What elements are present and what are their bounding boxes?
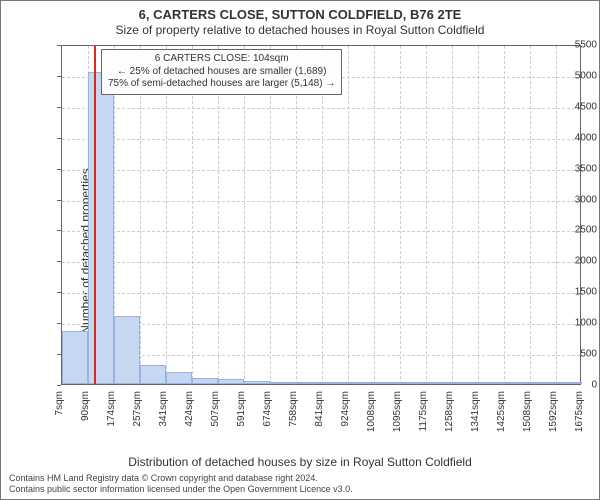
y-tick-mark — [57, 323, 61, 324]
gridline-v — [296, 46, 297, 384]
gridline-v — [426, 46, 427, 384]
y-tick-label: 4000 — [543, 132, 597, 143]
y-tick-label: 5500 — [543, 40, 597, 51]
property-marker-line — [94, 46, 96, 384]
callout-box: 6 CARTERS CLOSE: 104sqm← 25% of detached… — [101, 49, 342, 95]
histogram-bar — [166, 372, 192, 384]
chart-subtitle: Size of property relative to detached ho… — [1, 23, 599, 37]
histogram-bar — [504, 382, 530, 384]
caption-line1: Contains HM Land Registry data © Crown c… — [9, 473, 318, 483]
y-tick-label: 500 — [543, 349, 597, 360]
y-tick-mark — [57, 354, 61, 355]
y-tick-label: 4500 — [543, 101, 597, 112]
callout-line2: ← 25% of detached houses are smaller (1,… — [108, 66, 335, 79]
histogram-bar — [88, 72, 114, 384]
histogram-bar — [452, 382, 478, 384]
gridline-v — [374, 46, 375, 384]
gridline-v — [556, 46, 557, 384]
y-tick-label: 1500 — [543, 287, 597, 298]
y-tick-label: 1000 — [543, 318, 597, 329]
gridline-v — [478, 46, 479, 384]
y-tick-label: 0 — [543, 380, 597, 391]
y-tick-mark — [57, 292, 61, 293]
histogram-bar — [218, 379, 244, 384]
histogram-bar — [478, 382, 504, 384]
y-tick-mark — [57, 200, 61, 201]
y-tick-mark — [57, 169, 61, 170]
x-axis-label: Distribution of detached houses by size … — [1, 455, 599, 469]
histogram-bar — [114, 316, 140, 384]
histogram-bar — [192, 378, 218, 384]
caption: Contains HM Land Registry data © Crown c… — [9, 473, 591, 495]
gridline-v — [218, 46, 219, 384]
histogram-bar — [322, 382, 348, 384]
histogram-bar — [400, 382, 426, 384]
histogram-bar — [270, 382, 296, 384]
gridline-v — [244, 46, 245, 384]
histogram-bar — [244, 381, 270, 384]
chart-title: 6, CARTERS CLOSE, SUTTON COLDFIELD, B76 … — [1, 7, 599, 22]
y-tick-mark — [57, 138, 61, 139]
gridline-v — [348, 46, 349, 384]
y-tick-mark — [57, 76, 61, 77]
caption-line2: Contains public sector information licen… — [9, 484, 353, 494]
callout-line3: 75% of semi-detached houses are larger (… — [108, 78, 335, 91]
y-tick-mark — [57, 385, 61, 386]
y-tick-mark — [57, 45, 61, 46]
y-tick-label: 3500 — [543, 163, 597, 174]
y-tick-label: 3000 — [543, 194, 597, 205]
gridline-v — [530, 46, 531, 384]
plot-area — [61, 45, 581, 385]
histogram-bar — [140, 365, 166, 384]
gridline-v — [270, 46, 271, 384]
gridline-v — [166, 46, 167, 384]
histogram-bar — [62, 331, 88, 384]
y-tick-mark — [57, 230, 61, 231]
gridline-v — [140, 46, 141, 384]
histogram-bar — [348, 382, 374, 384]
gridline-v — [400, 46, 401, 384]
gridline-v — [504, 46, 505, 384]
y-tick-mark — [57, 107, 61, 108]
histogram-bar — [296, 382, 322, 384]
chart-container: 6, CARTERS CLOSE, SUTTON COLDFIELD, B76 … — [0, 0, 600, 500]
gridline-v — [322, 46, 323, 384]
gridline-v — [192, 46, 193, 384]
y-tick-label: 2500 — [543, 225, 597, 236]
histogram-bar — [374, 382, 400, 384]
callout-line1: 6 CARTERS CLOSE: 104sqm — [108, 53, 335, 66]
y-tick-label: 5000 — [543, 70, 597, 81]
gridline-v — [452, 46, 453, 384]
y-tick-label: 2000 — [543, 256, 597, 267]
histogram-bar — [426, 382, 452, 384]
y-tick-mark — [57, 261, 61, 262]
